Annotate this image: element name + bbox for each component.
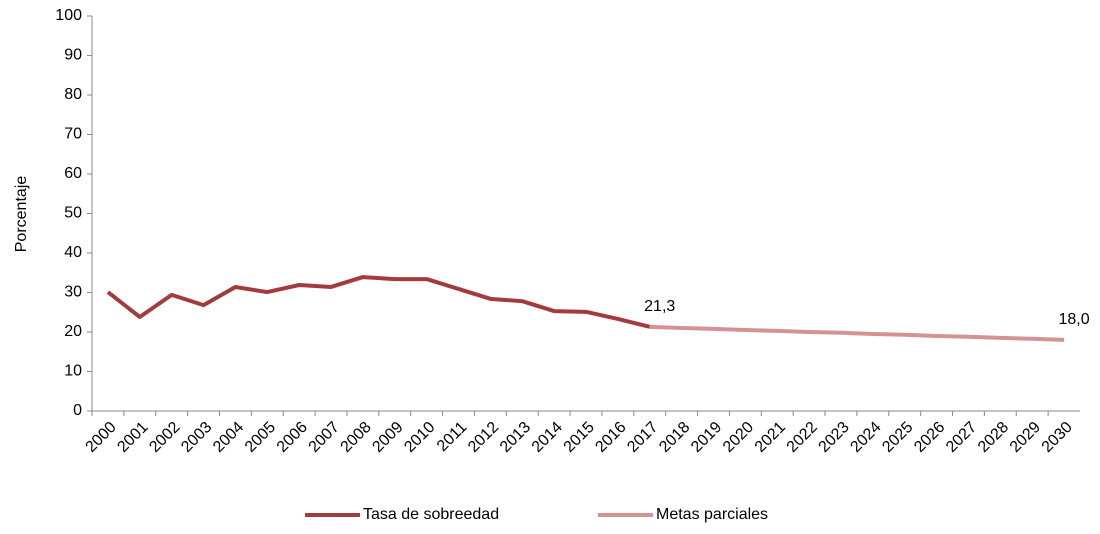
x-tick-label: 2024 — [847, 419, 884, 456]
x-tick-label: 2006 — [274, 419, 311, 456]
x-tick-label: 2011 — [434, 419, 470, 455]
x-tick-label: 2003 — [178, 419, 215, 456]
x-tick-label: 2004 — [210, 419, 247, 456]
x-tick-label: 2014 — [529, 419, 566, 456]
x-tick-label: 2030 — [1039, 419, 1076, 456]
y-tick-label: 90 — [64, 47, 82, 64]
x-tick-label: 2025 — [879, 419, 916, 456]
y-tick-label: 40 — [64, 244, 82, 261]
x-tick-label: 2010 — [401, 419, 438, 456]
x-tick-label: 2012 — [465, 419, 502, 456]
x-tick-label: 2008 — [338, 419, 375, 456]
x-tick-label: 2015 — [561, 419, 598, 456]
y-tick-label: 70 — [64, 126, 82, 143]
y-tick-label: 0 — [73, 402, 82, 419]
x-tick-label: 2005 — [242, 419, 279, 456]
data-label: 21,3 — [644, 298, 675, 315]
x-tick-label: 2018 — [656, 419, 693, 456]
y-tick-label: 60 — [64, 165, 82, 182]
x-tick-label: 2028 — [975, 419, 1012, 456]
y-tick-label: 10 — [64, 363, 82, 380]
x-tick-label: 2020 — [720, 419, 757, 456]
x-tick-label: 2016 — [592, 419, 629, 456]
y-axis-label: Porcentaje — [13, 176, 30, 253]
legend-label: Metas parciales — [656, 506, 768, 523]
series-line — [649, 324, 1065, 342]
x-tick-label: 2007 — [306, 419, 343, 456]
x-tick-label: 2000 — [83, 419, 120, 456]
data-label: 18,0 — [1058, 311, 1089, 328]
x-tick-label: 2009 — [369, 419, 406, 456]
x-tick-label: 2027 — [943, 419, 980, 456]
x-tick-label: 2023 — [816, 419, 853, 456]
y-tick-label: 100 — [55, 7, 82, 24]
x-tick-label: 2013 — [497, 419, 534, 456]
series-line — [106, 275, 651, 329]
x-tick-label: 2001 — [114, 419, 151, 456]
x-tick-label: 2017 — [624, 419, 661, 456]
y-tick-label: 30 — [64, 284, 82, 301]
x-tick-label: 2002 — [146, 419, 183, 456]
x-tick-label: 2022 — [784, 419, 821, 456]
y-tick-label: 20 — [64, 323, 82, 340]
x-tick-label: 2029 — [1007, 419, 1044, 456]
y-tick-label: 50 — [64, 205, 82, 222]
x-tick-label: 2019 — [688, 419, 725, 456]
x-tick-label: 2021 — [752, 419, 789, 456]
y-tick-label: 80 — [64, 86, 82, 103]
x-tick-label: 2026 — [911, 419, 948, 456]
legend-label: Tasa de sobreedad — [363, 506, 499, 523]
